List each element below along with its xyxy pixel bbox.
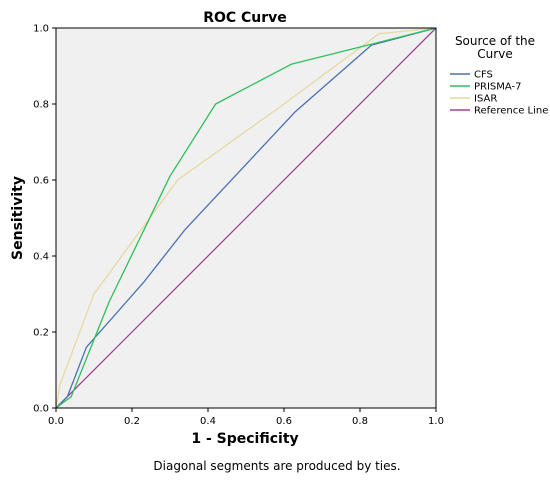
x-tick-label: 0.2 bbox=[124, 416, 140, 427]
series-line-cfs bbox=[55, 27, 437, 409]
x-tick-label: 0.0 bbox=[48, 416, 64, 427]
legend-label: PRISMA-7 bbox=[474, 82, 522, 93]
chart-title: ROC Curve bbox=[203, 10, 287, 26]
plot-frame bbox=[55, 27, 437, 409]
legend-label: Reference Line bbox=[474, 106, 548, 117]
x-tick-label: 1.0 bbox=[428, 416, 444, 427]
x-tick-label: 0.4 bbox=[200, 416, 216, 427]
y-axis-label: Sensitivity bbox=[10, 176, 26, 260]
series-line-prisma-7 bbox=[55, 27, 437, 409]
footnote: Diagonal segments are produced by ties. bbox=[153, 459, 400, 473]
legend-title: Source of the bbox=[455, 34, 535, 48]
x-axis-label: 1 - Specificity bbox=[191, 431, 298, 447]
legend-label: CFS bbox=[474, 70, 493, 81]
legend-title: Curve bbox=[477, 47, 512, 61]
y-tick-label: 0.4 bbox=[33, 252, 49, 263]
y-tick-label: 0.0 bbox=[33, 404, 49, 415]
series-line-isar bbox=[55, 27, 437, 409]
y-tick-label: 1.0 bbox=[33, 24, 49, 35]
legend-label: ISAR bbox=[474, 94, 497, 105]
series-line-reference-line bbox=[55, 27, 437, 409]
y-tick-label: 0.6 bbox=[33, 176, 49, 187]
x-tick-label: 0.8 bbox=[352, 416, 368, 427]
y-tick-label: 0.8 bbox=[33, 100, 49, 111]
x-tick-label: 0.6 bbox=[276, 416, 292, 427]
y-tick-label: 0.2 bbox=[33, 328, 49, 339]
